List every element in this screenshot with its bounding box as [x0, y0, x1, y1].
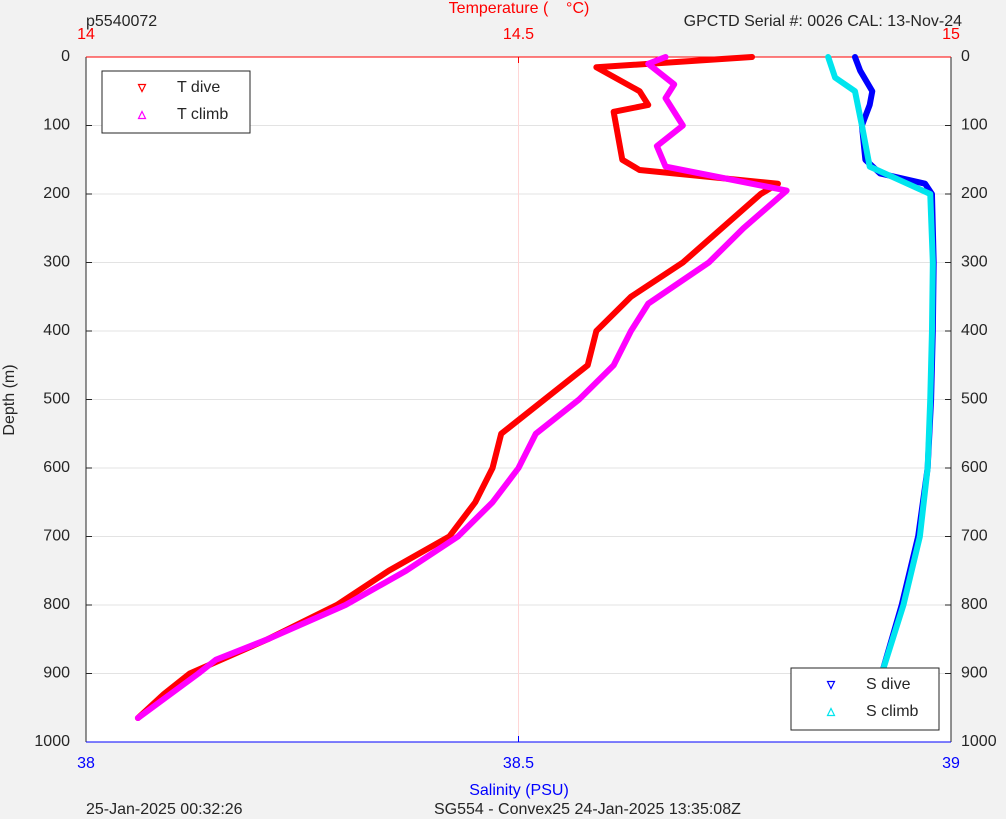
- y2-tick-label: 800: [961, 596, 988, 613]
- footer-right: SG554 - Convex25 24-Jan-2025 13:35:08Z: [434, 801, 741, 818]
- y-tick-label: 600: [43, 459, 70, 476]
- y2-tick-label: 900: [961, 665, 988, 682]
- y2-tick-label: 400: [961, 322, 988, 339]
- x-top-tick-label: 14: [77, 26, 95, 43]
- y-tick-label: 100: [43, 117, 70, 134]
- profile-line: [134, 54, 790, 722]
- legend-marker: [137, 110, 147, 120]
- legend-label: T dive: [177, 79, 220, 96]
- x-bottom-label: Salinity (PSU): [469, 782, 569, 799]
- y-tick-label: 900: [43, 665, 70, 682]
- title-left: p5540072: [86, 13, 157, 30]
- y2-tick-label: 100: [961, 117, 988, 134]
- legend-marker: [826, 707, 836, 717]
- y-tick-label: 500: [43, 391, 70, 408]
- y2-tick-label: 1000: [961, 733, 997, 750]
- legend-box: [790, 667, 940, 731]
- y-tick-label: 300: [43, 254, 70, 271]
- y2-tick-label: 500: [961, 391, 988, 408]
- x-top-label: Temperature ( °C): [449, 0, 590, 17]
- x-bottom-tick-label: 39: [942, 755, 960, 772]
- profile-line: [825, 54, 936, 722]
- y-tick-label: 200: [43, 185, 70, 202]
- legend-label: S dive: [866, 676, 911, 693]
- y-tick-label: 400: [43, 322, 70, 339]
- legend-marker: [137, 83, 147, 93]
- y-tick-label: 1000: [34, 733, 70, 750]
- y2-tick-label: 700: [961, 528, 988, 545]
- legend-label: S climb: [866, 703, 919, 720]
- y2-tick-label: 0: [961, 48, 970, 65]
- y-label: Depth (m): [1, 364, 18, 435]
- footer-left: 25-Jan-2025 00:32:26: [86, 801, 243, 818]
- y-tick-label: 800: [43, 596, 70, 613]
- x-bottom-tick-label: 38.5: [503, 755, 534, 772]
- x-bottom-tick-label: 38: [77, 755, 95, 772]
- y2-tick-label: 300: [961, 254, 988, 271]
- y-tick-label: 0: [61, 48, 70, 65]
- x-top-tick-label: 14.5: [503, 26, 534, 43]
- legend-label: T climb: [177, 106, 228, 123]
- y2-tick-label: 200: [961, 185, 988, 202]
- title-right: GPCTD Serial #: 0026 CAL: 13-Nov-24: [684, 13, 962, 30]
- y-tick-label: 700: [43, 528, 70, 545]
- x-top-tick-label: 15: [942, 26, 960, 43]
- y2-tick-label: 600: [961, 459, 988, 476]
- legend-marker: [826, 680, 836, 690]
- legend-box: [101, 70, 251, 134]
